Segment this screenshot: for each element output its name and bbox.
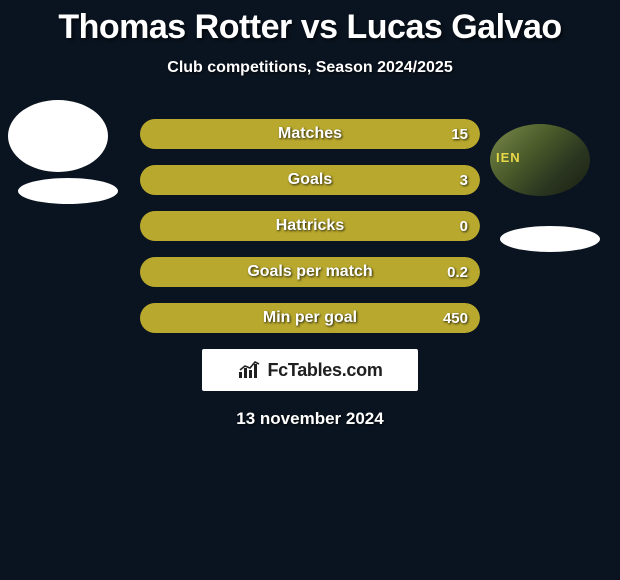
stat-label: Goals per match — [140, 257, 480, 287]
stats-bars: Matches 15 Goals 3 Hattricks 0 Goals per… — [140, 95, 480, 333]
fctables-logo: FcTables.com — [202, 349, 418, 391]
logo-text: FcTables.com — [267, 360, 382, 381]
vs-text: vs — [301, 8, 338, 46]
stat-value-right: 0 — [448, 211, 480, 241]
stat-value-right: 3 — [448, 165, 480, 195]
player2-shadow-ellipse — [500, 226, 600, 252]
date-text: 13 november 2024 — [0, 391, 620, 429]
stat-value-right: 450 — [431, 303, 480, 333]
stat-row: Matches 15 — [140, 119, 480, 149]
player1-avatar — [8, 100, 108, 172]
player1-shadow-ellipse — [18, 178, 118, 204]
stat-row: Min per goal 450 — [140, 303, 480, 333]
stat-value-right: 0.2 — [435, 257, 480, 287]
stat-label: Min per goal — [140, 303, 480, 333]
subtitle: Club competitions, Season 2024/2025 — [0, 49, 620, 95]
stat-label: Matches — [140, 119, 480, 149]
stat-row: Goals per match 0.2 — [140, 257, 480, 287]
player1-name: Thomas Rotter — [58, 8, 291, 46]
chart-icon — [237, 360, 263, 380]
player2-avatar — [490, 124, 590, 196]
stat-label: Hattricks — [140, 211, 480, 241]
stat-value-right: 15 — [439, 119, 480, 149]
page-title: Thomas Rotter vs Lucas Galvao — [0, 0, 620, 49]
stat-row: Hattricks 0 — [140, 211, 480, 241]
player2-name: Lucas Galvao — [347, 8, 562, 46]
stat-row: Goals 3 — [140, 165, 480, 195]
stat-label: Goals — [140, 165, 480, 195]
